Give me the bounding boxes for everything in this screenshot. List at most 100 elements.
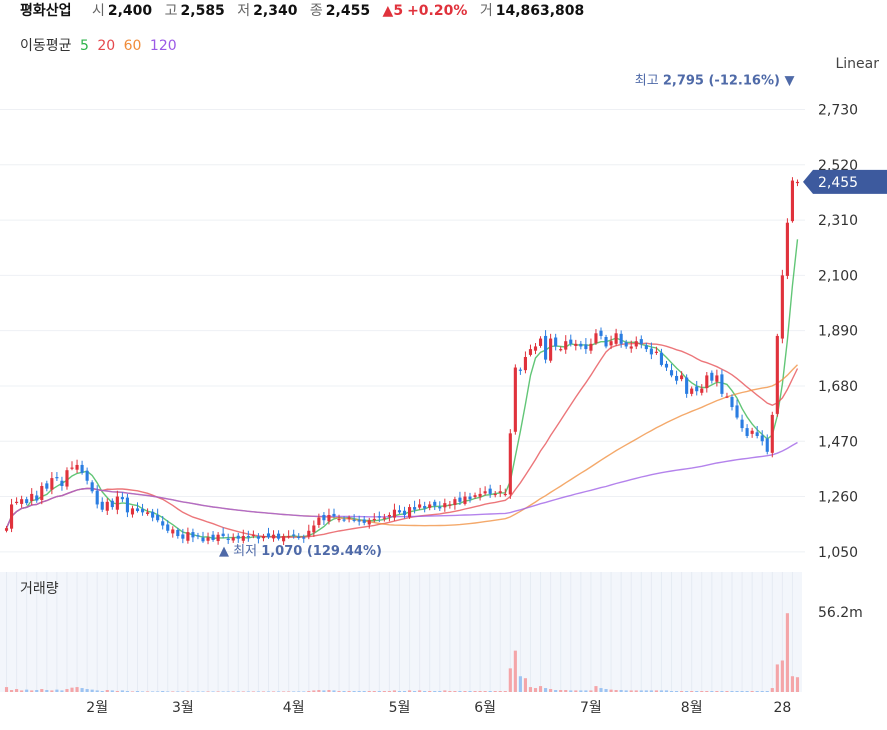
low-marker-label: ▲ 최저 bbox=[219, 544, 261, 559]
candle-body bbox=[438, 506, 442, 509]
x-axis: 2월 3월 4월 5월 6월 7월 8월 28 bbox=[86, 700, 791, 716]
candle-body bbox=[236, 535, 240, 539]
ma-20[interactable]: 20 bbox=[97, 38, 116, 54]
volume-bar bbox=[700, 691, 704, 692]
volume-bar bbox=[196, 691, 200, 692]
volume-bar bbox=[246, 691, 250, 692]
candle-body bbox=[574, 343, 578, 346]
candle-body bbox=[634, 341, 638, 347]
ma-60[interactable]: 60 bbox=[123, 38, 142, 54]
low-value: 2,340 bbox=[253, 3, 298, 19]
candle-body bbox=[614, 333, 618, 344]
ma-legend[interactable]: 이동평균 5 20 60 120 bbox=[20, 35, 181, 55]
x-tick-label: 5월 bbox=[389, 700, 411, 716]
candle-body bbox=[226, 538, 230, 540]
candle-body bbox=[156, 514, 160, 521]
volume-bar bbox=[332, 690, 336, 692]
volume-bar bbox=[302, 691, 306, 692]
candle-body bbox=[221, 533, 225, 537]
volume-bar bbox=[659, 690, 664, 692]
volume-bar bbox=[745, 691, 749, 692]
candle-body bbox=[287, 536, 291, 538]
high-label: 고 bbox=[164, 3, 178, 19]
volume-bar bbox=[488, 691, 492, 692]
candle-body bbox=[740, 419, 744, 429]
candle-body bbox=[675, 375, 679, 381]
ma-5[interactable]: 5 bbox=[79, 38, 89, 54]
candle-body bbox=[790, 180, 795, 222]
ma-line-20 bbox=[5, 342, 799, 538]
volume-bar bbox=[135, 691, 140, 692]
y-tick-label: 1,680 bbox=[818, 379, 858, 395]
candle-body bbox=[423, 506, 427, 509]
candle-body bbox=[176, 529, 180, 537]
candle-body bbox=[538, 338, 543, 346]
open-label: 시 bbox=[91, 3, 105, 19]
volume-bar bbox=[392, 690, 397, 692]
volume-bar bbox=[140, 691, 145, 692]
volume-bar bbox=[725, 691, 729, 692]
volume-bar bbox=[735, 691, 739, 692]
candle-body bbox=[780, 275, 784, 339]
volume-bar bbox=[463, 691, 467, 692]
candle-body bbox=[528, 349, 533, 355]
volume-bar bbox=[559, 690, 563, 692]
candle-body bbox=[140, 508, 145, 513]
volume-bar bbox=[528, 687, 533, 692]
volume-bar bbox=[30, 690, 34, 692]
volume-bar bbox=[533, 688, 538, 692]
volume-bar bbox=[130, 691, 135, 692]
candle-body bbox=[352, 519, 356, 521]
candle-body bbox=[685, 377, 689, 394]
volume-bar bbox=[448, 691, 452, 692]
volume-value: 14,863,808 bbox=[495, 3, 585, 19]
candle-body bbox=[544, 335, 548, 360]
y-axis: 2,730 2,520 2,310 2,100 1,890 1,680 1,470 1,260… bbox=[818, 102, 858, 560]
y-tick-label: 1,890 bbox=[818, 324, 858, 340]
volume-bar bbox=[337, 691, 341, 692]
volume-bar bbox=[538, 686, 543, 692]
candle-body bbox=[463, 496, 467, 504]
candle-body bbox=[292, 534, 296, 536]
candle-body bbox=[30, 493, 34, 502]
candle-body bbox=[564, 341, 568, 350]
volume-bar bbox=[649, 690, 653, 692]
volume-bar bbox=[95, 690, 99, 692]
candle-body bbox=[55, 477, 59, 479]
candle-body bbox=[80, 464, 84, 473]
volume-bar bbox=[231, 691, 235, 692]
candle-body bbox=[750, 430, 754, 434]
scale-toggle[interactable]: Linear bbox=[835, 56, 879, 72]
high-value: 2,585 bbox=[180, 3, 225, 19]
volume-bar bbox=[206, 691, 210, 692]
candle-body bbox=[297, 536, 301, 539]
volume-bar bbox=[146, 691, 150, 692]
candle-body bbox=[503, 493, 507, 496]
y-tick-label: 2,520 bbox=[818, 158, 858, 174]
candle-body bbox=[760, 435, 764, 442]
volume-bar bbox=[382, 691, 386, 692]
volume-bar bbox=[201, 691, 205, 692]
volume-bar bbox=[710, 691, 714, 692]
volume-bar bbox=[594, 686, 598, 692]
volume-bar bbox=[599, 688, 603, 692]
candle-body bbox=[705, 375, 709, 389]
volume-bar bbox=[161, 691, 165, 692]
candle-body bbox=[206, 537, 210, 541]
volume-bar bbox=[151, 691, 155, 692]
ma-120[interactable]: 120 bbox=[149, 38, 177, 54]
volume-bar bbox=[65, 689, 69, 692]
candle-body bbox=[488, 488, 492, 494]
candle-body bbox=[216, 534, 220, 542]
y-tick-label: 1,260 bbox=[818, 490, 858, 506]
volume-bar bbox=[35, 690, 39, 692]
candle-body bbox=[443, 503, 447, 508]
candle-body bbox=[513, 367, 517, 432]
volume-bar bbox=[629, 690, 633, 692]
volume-bar bbox=[790, 676, 795, 692]
candle-body bbox=[171, 529, 175, 534]
candle-body bbox=[498, 491, 502, 493]
volume-bar bbox=[55, 689, 59, 692]
candle-body bbox=[604, 336, 608, 347]
